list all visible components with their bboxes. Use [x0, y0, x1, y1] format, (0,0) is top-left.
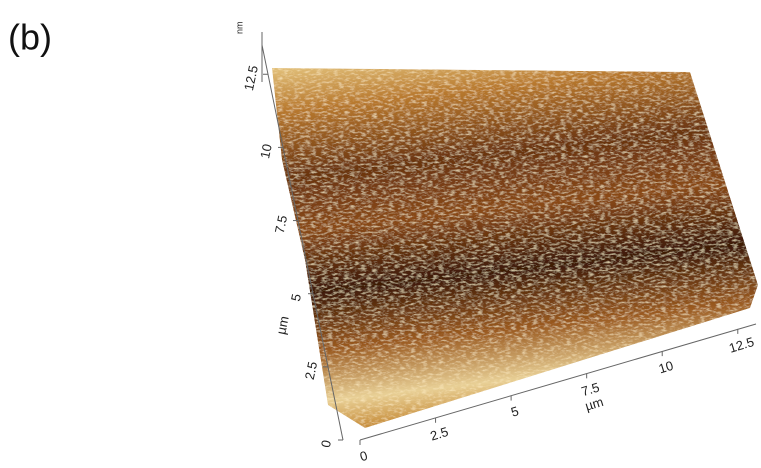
x-axis [359, 323, 757, 441]
y-tick-label: 5 [288, 292, 304, 302]
y-tick-label: 0 [318, 439, 334, 449]
x-tick-label: 5 [509, 403, 520, 419]
panel-label: (b) [8, 17, 52, 58]
surface [272, 68, 758, 428]
y-tick-label: 12.5 [241, 64, 261, 92]
z-axis-label: nm [234, 21, 244, 34]
y-tick-label: 2.5 [302, 360, 320, 381]
y-tick-label: 7.5 [272, 214, 290, 235]
x-tick-label: 0 [358, 448, 369, 464]
x-axis-label: µm [583, 394, 605, 414]
y-axis-label: µm [273, 315, 291, 336]
x-tick-label: 2.5 [428, 424, 450, 444]
x-tick-label: 12.5 [727, 334, 756, 356]
y-axis [261, 44, 344, 441]
x-tick-label: 7.5 [580, 380, 602, 400]
x-tick-label: 10 [657, 358, 675, 377]
y-tick-label: 10 [257, 143, 275, 160]
